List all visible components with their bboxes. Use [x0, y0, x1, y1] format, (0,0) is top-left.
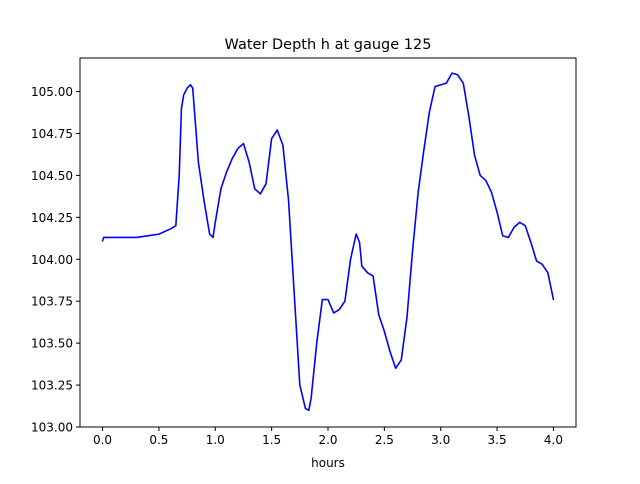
y-tick-label: 104.25 [31, 211, 73, 225]
x-tick-label: 1.0 [206, 433, 225, 447]
x-tick-label: 2.0 [318, 433, 337, 447]
x-tick-label: 4.0 [544, 433, 563, 447]
x-tick-label: 1.5 [262, 433, 281, 447]
x-tick-label: 0.5 [149, 433, 168, 447]
x-axis-label: hours [311, 456, 345, 470]
y-tick-label: 103.50 [31, 337, 73, 351]
y-tick-label: 104.75 [31, 127, 73, 141]
x-tick-label: 3.5 [488, 433, 507, 447]
x-tick-label: 0.0 [93, 433, 112, 447]
y-axis-ticks: 103.00 103.25 103.50 103.75 104.00 104.25 104.… [31, 85, 80, 435]
chart-title: Water Depth h at gauge 125 [225, 37, 432, 53]
y-tick-label: 105.00 [31, 85, 73, 99]
y-tick-label: 103.25 [31, 379, 73, 393]
y-tick-label: 104.00 [31, 253, 73, 267]
series-line-0 [101, 72, 555, 412]
x-axis-ticks: 0.0 0.5 1.0 1.5 2.0 2.5 3.0 3.5 4.0 [93, 427, 563, 447]
x-tick-label: 2.5 [375, 433, 394, 447]
line-layer [101, 72, 555, 412]
x-tick-label: 3.0 [431, 433, 450, 447]
y-tick-label: 103.00 [31, 421, 73, 435]
y-tick-label: 104.50 [31, 169, 73, 183]
y-tick-label: 103.75 [31, 295, 73, 309]
